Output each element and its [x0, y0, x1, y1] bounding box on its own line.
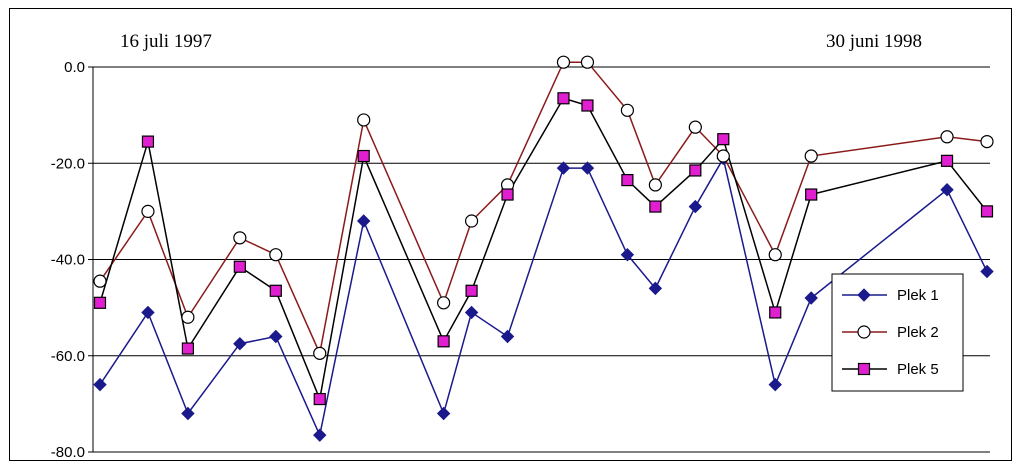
y-axis: 0.0 -20.0 -40.0 -60.0 -80.0	[51, 59, 94, 461]
data-point-circle	[313, 346, 327, 360]
data-point-square	[857, 362, 871, 376]
data-point-diamond	[556, 161, 571, 175]
data-point-circle	[580, 55, 595, 69]
series-line-plek-2	[99, 61, 988, 356]
data-point-diamond	[980, 264, 994, 279]
data-point-circle	[233, 231, 247, 245]
y-tick-label: -80.0	[51, 444, 85, 461]
data-point-square	[940, 154, 954, 167]
data-point-circle	[804, 149, 818, 163]
data-point-circle	[93, 274, 107, 288]
data-point-diamond	[269, 329, 283, 344]
data-point-circle	[181, 310, 195, 324]
data-point-square	[437, 335, 450, 348]
data-point-square	[465, 284, 478, 297]
data-point-circle	[688, 120, 702, 134]
data-point-diamond	[181, 406, 195, 421]
data-point-square	[93, 296, 107, 309]
data-point-circle	[648, 178, 662, 192]
y-tick-label: -60.0	[51, 348, 85, 365]
data-point-square	[501, 188, 514, 201]
data-point-diamond	[620, 247, 635, 262]
data-point-square	[717, 133, 730, 146]
data-point-circle	[857, 325, 871, 339]
data-point-diamond	[688, 199, 703, 214]
data-point-square	[689, 164, 702, 177]
data-point-circle	[269, 248, 283, 262]
data-point-diamond	[580, 161, 595, 175]
data-point-diamond	[313, 428, 327, 442]
data-point-diamond	[940, 183, 954, 197]
data-point-diamond	[233, 337, 247, 351]
data-point-circle	[716, 149, 730, 163]
data-point-square	[269, 284, 282, 297]
data-point-circle	[141, 204, 155, 218]
data-point-diamond	[464, 305, 479, 320]
y-tick-label: -20.0	[51, 155, 85, 172]
data-point-diamond	[500, 329, 515, 344]
data-point-diamond	[857, 288, 871, 302]
data-point-circle	[768, 248, 782, 262]
legend-label: Plek 2	[897, 324, 939, 341]
legend: Plek 1 Plek 2 Plek 5	[831, 273, 964, 392]
series-markers	[93, 55, 994, 442]
grid-lines	[93, 66, 990, 453]
data-point-circle	[620, 103, 635, 117]
data-point-square	[357, 149, 370, 163]
data-point-diamond	[648, 281, 663, 296]
data-point-circle	[940, 130, 954, 144]
y-tick-label: -40.0	[51, 252, 85, 269]
start-date-annotation: 16 juli 1997	[120, 31, 212, 52]
end-date-annotation: 30 juni 1998	[826, 31, 922, 52]
data-point-square	[181, 342, 195, 355]
data-point-circle	[357, 113, 371, 127]
data-point-circle	[437, 296, 451, 310]
data-point-square	[649, 200, 662, 213]
data-point-square	[557, 92, 570, 105]
data-point-square	[313, 392, 326, 406]
data-point-square	[980, 205, 994, 218]
data-point-square	[233, 260, 246, 273]
y-tick-label: 0.0	[64, 59, 85, 76]
data-point-square	[141, 135, 155, 148]
data-point-square	[621, 173, 634, 187]
series-line-plek-1	[99, 156, 988, 438]
data-point-circle	[464, 214, 479, 228]
data-point-diamond	[436, 406, 451, 421]
data-point-diamond	[356, 214, 371, 228]
data-point-diamond	[93, 377, 107, 392]
data-point-diamond	[804, 291, 818, 305]
data-point-circle	[556, 55, 571, 69]
data-point-square	[581, 99, 594, 112]
data-point-circle	[980, 134, 994, 149]
legend-label: Plek 5	[897, 361, 939, 378]
data-point-diamond	[141, 305, 155, 320]
legend-label: Plek 1	[897, 287, 939, 304]
data-point-square	[769, 306, 782, 319]
data-point-square	[805, 188, 818, 201]
data-point-diamond	[768, 377, 782, 392]
